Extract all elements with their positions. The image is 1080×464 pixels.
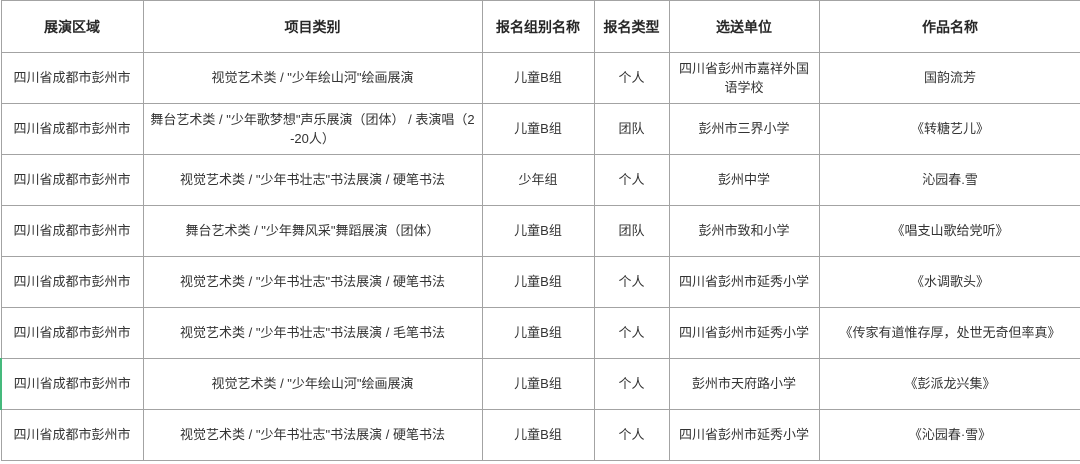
cell-unit: 四川省彭州市嘉祥外国语学校: [668, 52, 820, 104]
table-row: 四川省成都市彭州市 舞台艺术类 / "少年歌梦想"声乐展演（团体） / 表演唱（…: [0, 103, 1080, 155]
cell-region: 四川省成都市彭州市: [0, 307, 144, 359]
table-row: 四川省成都市彭州市 视觉艺术类 / "少年书壮志"书法展演 / 硬笔书法 儿童B…: [0, 409, 1080, 461]
table-row: 四川省成都市彭州市 视觉艺术类 / "少年绘山河"绘画展演 儿童B组 个人 彭州…: [0, 358, 1080, 410]
cell-type: 个人: [593, 52, 670, 104]
cell-region: 四川省成都市彭州市: [0, 409, 144, 461]
cell-type: 团队: [593, 103, 670, 155]
cell-category: 视觉艺术类 / "少年书壮志"书法展演 / 毛笔书法: [142, 307, 483, 359]
cell-work: 《唱支山歌给党听》: [818, 205, 1080, 257]
cell-group: 儿童B组: [481, 103, 595, 155]
table-row: 四川省成都市彭州市 舞台艺术类 / "少年舞风采"舞蹈展演（团体） 儿童B组 团…: [0, 205, 1080, 257]
cell-unit: 彭州市致和小学: [668, 205, 820, 257]
cell-work: 国韵流芳: [818, 52, 1080, 104]
header-row: 展演区域 项目类别 报名组别名称 报名类型 选送单位 作品名称: [0, 0, 1080, 53]
cell-unit: 彭州市天府路小学: [668, 358, 820, 410]
cell-work: 《转糖艺儿》: [818, 103, 1080, 155]
cell-group: 儿童B组: [481, 52, 595, 104]
cell-region: 四川省成都市彭州市: [0, 154, 144, 206]
cell-work: 《传家有道惟存厚，处世无奇但率真》: [818, 307, 1080, 359]
cell-region: 四川省成都市彭州市: [0, 358, 144, 410]
cell-unit: 彭州市三界小学: [668, 103, 820, 155]
table-row: 四川省成都市彭州市 视觉艺术类 / "少年绘山河"绘画展演 儿童B组 个人 四川…: [0, 52, 1080, 104]
column-header-group: 报名组别名称: [481, 0, 595, 53]
cell-unit: 彭州中学: [668, 154, 820, 206]
cell-category: 视觉艺术类 / "少年书壮志"书法展演 / 硬笔书法: [142, 154, 483, 206]
cell-work: 沁园春.雪: [818, 154, 1080, 206]
cell-category: 视觉艺术类 / "少年绘山河"绘画展演: [142, 358, 483, 410]
cell-region: 四川省成都市彭州市: [0, 205, 144, 257]
cell-unit: 四川省彭州市延秀小学: [668, 256, 820, 308]
cell-region: 四川省成都市彭州市: [0, 52, 144, 104]
table-row: 四川省成都市彭州市 视觉艺术类 / "少年书壮志"书法展演 / 毛笔书法 儿童B…: [0, 307, 1080, 359]
cell-region: 四川省成都市彭州市: [0, 103, 144, 155]
table-row: 四川省成都市彭州市 视觉艺术类 / "少年书壮志"书法展演 / 硬笔书法 少年组…: [0, 154, 1080, 206]
cell-work: 《彭派龙兴集》: [818, 358, 1080, 410]
cell-group: 儿童B组: [481, 256, 595, 308]
cell-type: 个人: [593, 307, 670, 359]
cell-group: 儿童B组: [481, 307, 595, 359]
cell-work: 《水调歌头》: [818, 256, 1080, 308]
cell-type: 个人: [593, 256, 670, 308]
column-header-work: 作品名称: [818, 0, 1080, 53]
cell-unit: 四川省彭州市延秀小学: [668, 307, 820, 359]
cell-category: 视觉艺术类 / "少年绘山河"绘画展演: [142, 52, 483, 104]
cell-category: 视觉艺术类 / "少年书壮志"书法展演 / 硬笔书法: [142, 256, 483, 308]
cell-unit: 四川省彭州市延秀小学: [668, 409, 820, 461]
cell-type: 个人: [593, 409, 670, 461]
cell-region: 四川省成都市彭州市: [0, 256, 144, 308]
column-header-category: 项目类别: [142, 0, 483, 53]
cell-group: 儿童B组: [481, 205, 595, 257]
column-header-unit: 选送单位: [668, 0, 820, 53]
cell-type: 个人: [593, 154, 670, 206]
cell-category: 舞台艺术类 / "少年歌梦想"声乐展演（团体） / 表演唱（2-20人）: [142, 103, 483, 155]
column-header-region: 展演区域: [0, 0, 144, 53]
cell-group: 少年组: [481, 154, 595, 206]
table-row: 四川省成都市彭州市 视觉艺术类 / "少年书壮志"书法展演 / 硬笔书法 儿童B…: [0, 256, 1080, 308]
cell-type: 团队: [593, 205, 670, 257]
cell-group: 儿童B组: [481, 358, 595, 410]
cell-type: 个人: [593, 358, 670, 410]
cell-category: 视觉艺术类 / "少年书壮志"书法展演 / 硬笔书法: [142, 409, 483, 461]
cell-work: 《沁园春·雪》: [818, 409, 1080, 461]
column-header-type: 报名类型: [593, 0, 670, 53]
cell-category: 舞台艺术类 / "少年舞风采"舞蹈展演（团体）: [142, 205, 483, 257]
cell-group: 儿童B组: [481, 409, 595, 461]
